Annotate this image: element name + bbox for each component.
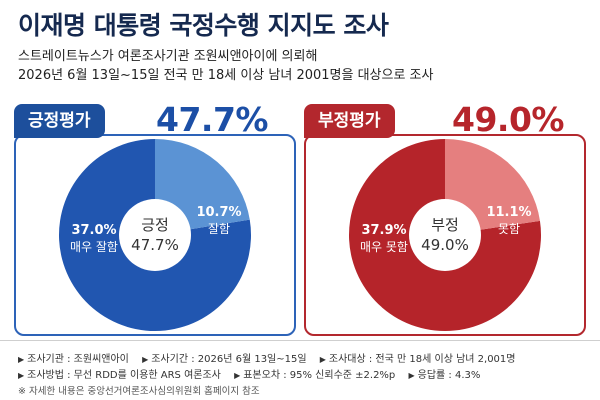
negative-center-value: 49.0%: [421, 236, 469, 254]
footer-agency: 조사기관 : 조원씨앤아이: [27, 354, 129, 365]
negative-strong-value: 37.9%: [361, 223, 406, 238]
footer-row-1: ▶ 조사기관 : 조원씨앤아이 ▶ 조사기간 : 2026년 6월 13일~15일 …: [18, 350, 525, 365]
footer-method: 조사방법 : 무선 RDD를 이용한 ARS 여론조사: [27, 370, 221, 381]
footer: ▶ 조사기관 : 조원씨앤아이 ▶ 조사기간 : 2026년 6월 13일~15일 …: [0, 340, 600, 400]
positive-mild-label: 잘함: [208, 222, 230, 236]
bullet-icon: ▶: [408, 371, 415, 380]
bullet-icon: ▶: [319, 355, 326, 364]
positive-strong-label: 매우 잘함: [70, 240, 118, 254]
negative-center-label: 부정: [431, 216, 459, 234]
footer-row-2: ▶ 조사방법 : 무선 RDD를 이용한 ARS 여론조사 ▶ 표본오차 : 95%…: [18, 366, 490, 381]
positive-strong-value: 37.0%: [71, 223, 116, 238]
bullet-icon: ▶: [18, 371, 25, 380]
negative-strong-label: 매우 못함: [360, 240, 408, 254]
negative-mild-label: 못함: [498, 222, 520, 236]
bullet-icon: ▶: [18, 355, 25, 364]
bullet-icon: ▶: [142, 355, 149, 364]
positive-mild-value: 10.7%: [196, 205, 241, 220]
positive-center-disc: [119, 199, 191, 271]
positive-donut: 긍정 47.7% 37.0% 매우 잘함 10.7% 잘함: [59, 139, 251, 331]
positive-center-label: 긍정: [141, 216, 169, 234]
subtitle-line-1: 스트레이트뉴스가 여론조사기관 조원씨앤아이에 의뢰해: [18, 49, 318, 64]
footer-error: 표본오차 : 95% 신뢰수준 ±2.2%p: [243, 370, 396, 381]
footer-target: 조사대상 : 전국 만 18세 이상 남녀 2,001명: [328, 354, 516, 365]
footer-period: 조사기간 : 2026년 6월 13일~15일: [151, 354, 307, 365]
footer-note: ※ 자세한 내용은 중앙선거여론조사심의위원회 홈페이지 참조: [18, 386, 260, 397]
negative-center-disc: [409, 199, 481, 271]
negative-tag: 부정평가: [304, 104, 395, 138]
positive-tag: 긍정평가: [14, 104, 105, 138]
negative-total: 49.0%: [452, 100, 565, 139]
bullet-icon: ▶: [234, 371, 241, 380]
subtitle-line-2: 2026년 6월 13일~15일 전국 만 18세 이상 남녀 2001명을 대…: [18, 68, 434, 83]
positive-center-value: 47.7%: [131, 236, 179, 254]
footer-response: 응답률 : 4.3%: [417, 370, 481, 381]
negative-panel: 부정평가 49.0% 부정 49.0% 37.9% 매우 못함 11.1% 못함: [304, 100, 586, 336]
positive-total: 47.7%: [156, 100, 269, 139]
negative-mild-value: 11.1%: [486, 205, 531, 220]
negative-donut: 부정 49.0% 37.9% 매우 못함 11.1% 못함: [349, 139, 541, 331]
positive-panel: 긍정평가 47.7% 긍정 47.7% 37.0% 매우 잘함 10.7% 잘함: [14, 100, 296, 336]
page-title: 이재명 대통령 국정수행 지지도 조사: [18, 11, 389, 40]
